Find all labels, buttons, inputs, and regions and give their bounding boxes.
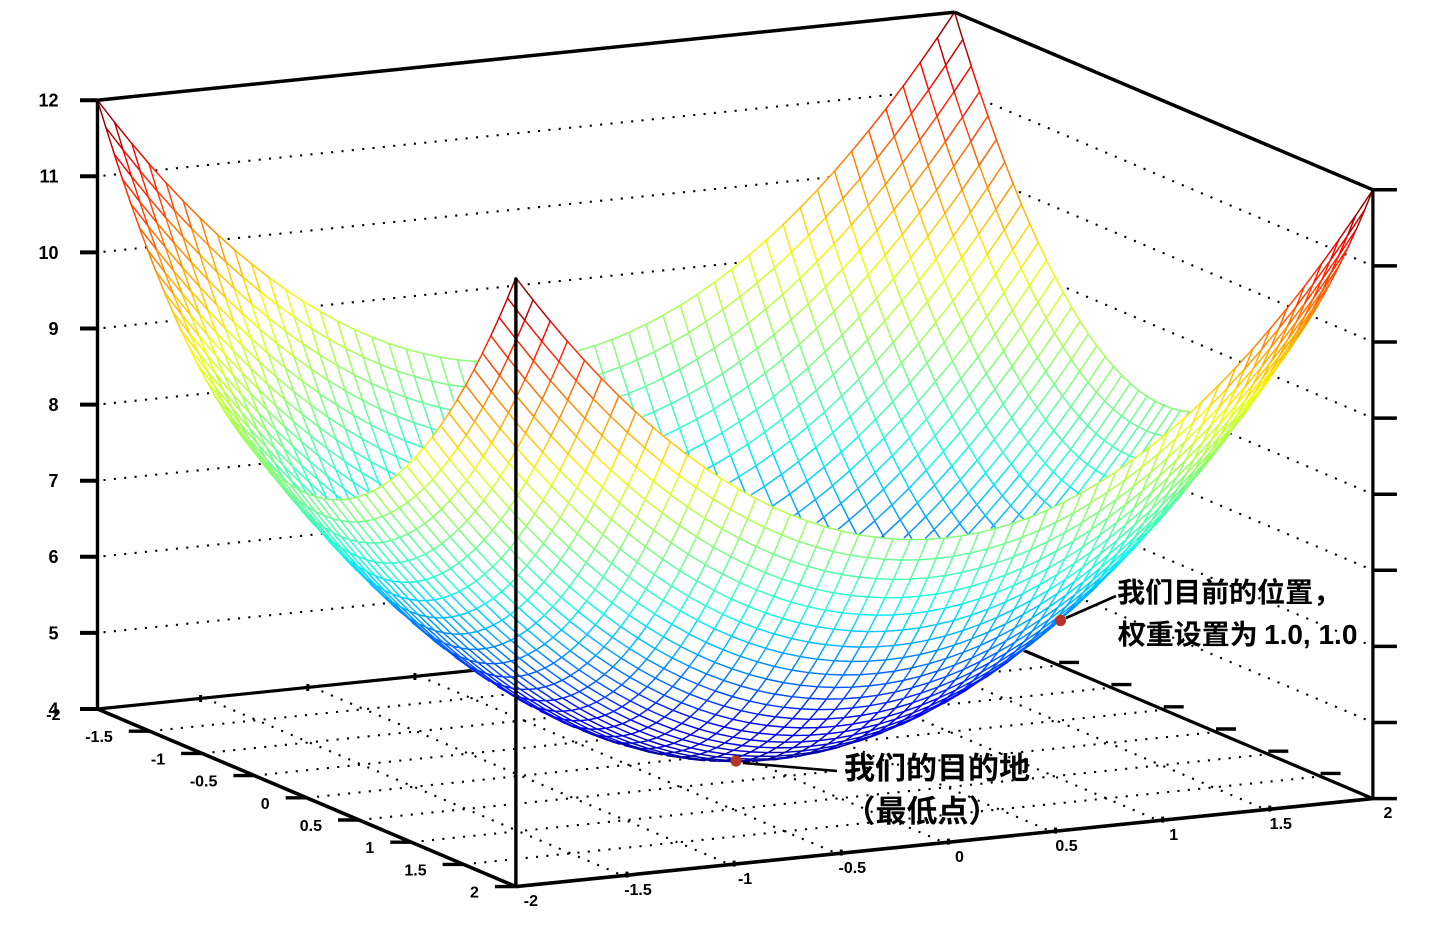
svg-text:2: 2 [1383,805,1392,822]
svg-text:-1.5: -1.5 [624,882,652,899]
svg-text:1.5: 1.5 [404,862,426,879]
svg-text:8: 8 [48,395,58,415]
svg-text:6: 6 [48,547,58,567]
svg-text:10: 10 [38,243,58,263]
svg-text:0: 0 [261,796,270,813]
svg-text:0.5: 0.5 [1055,838,1077,855]
svg-text:9: 9 [48,319,58,339]
svg-text:0: 0 [955,849,964,866]
svg-text:0.5: 0.5 [300,818,322,835]
svg-text:11: 11 [39,167,58,187]
svg-text:-0.5: -0.5 [190,774,218,791]
svg-text:12: 12 [38,91,58,111]
svg-text:-1: -1 [738,871,752,888]
svg-text:1.5: 1.5 [1270,816,1292,833]
svg-text:-2: -2 [524,893,538,910]
svg-text:4: 4 [48,699,58,719]
svg-text:5: 5 [48,623,58,643]
svg-text:1: 1 [1169,827,1178,844]
svg-text:-0.5: -0.5 [839,860,867,877]
svg-text:1.0, 1.0: 1.0, 1.0 [1264,619,1357,650]
svg-text:7: 7 [48,471,58,491]
svg-text:2: 2 [470,885,479,902]
svg-text:-1.5: -1.5 [85,729,113,746]
svg-text:-1: -1 [151,751,165,768]
svg-text:-2: -2 [46,707,60,724]
svg-text:1: 1 [365,840,374,857]
